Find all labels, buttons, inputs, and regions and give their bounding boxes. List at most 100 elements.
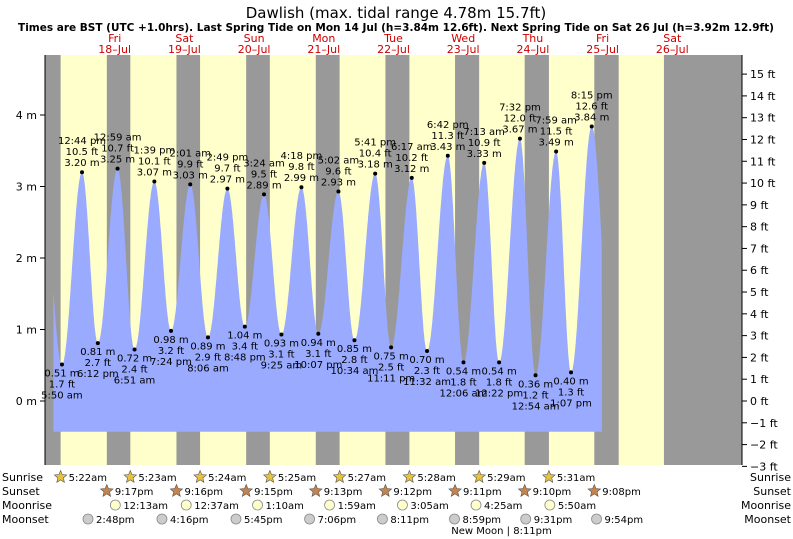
day-name: Fri — [596, 32, 609, 45]
plot-area — [45, 55, 742, 465]
moonset-time: 9:31pm — [534, 515, 573, 526]
day-name: Thu — [522, 32, 544, 45]
low-tide-feet: 2.4 ft — [121, 365, 147, 376]
moonset-time: 5:45pm — [244, 515, 283, 526]
moonset-time: 2:48pm — [96, 515, 135, 526]
axes: 0 m 1 m 2 m 3 m 4 m −3 ft −2 ft −1 ft 0 ft 1 ft 2 … — [16, 55, 778, 473]
low-tide-marker — [497, 360, 502, 365]
high-tide-marker — [373, 171, 378, 176]
moonrise-icon — [544, 499, 556, 511]
high-tide-time: 2:49 pm — [207, 153, 249, 164]
day-date: 25–Jul — [586, 43, 619, 56]
high-tide-time: 4:18 pm — [281, 151, 323, 162]
sunrise-icon — [262, 469, 277, 483]
low-tide-feet: 2.8 ft — [341, 355, 367, 366]
daylight-band — [618, 55, 664, 465]
left-tick-label: 0 m — [16, 395, 37, 408]
day-date: 24–Jul — [517, 43, 550, 56]
high-tide-feet: 10.5 ft — [66, 147, 99, 158]
high-tide-time: 7:32 pm — [499, 103, 541, 114]
low-tide-time: 1:07 pm — [550, 398, 592, 409]
moonset-icon — [230, 513, 242, 525]
sunrise-icon — [332, 469, 347, 483]
right-tick-label: 8 ft — [750, 221, 769, 234]
sunrise-icon — [472, 469, 487, 483]
moonset-icon — [156, 513, 168, 525]
low-tide-marker — [352, 338, 357, 343]
high-tide-marker — [80, 170, 85, 175]
high-tide-feet: 11.3 ft — [431, 131, 464, 142]
high-tide-time: 7:59 am — [535, 115, 577, 126]
low-tide-time: 6:51 am — [114, 376, 156, 387]
right-tick-label: 12 ft — [750, 133, 776, 146]
moonrise-icon — [252, 499, 263, 511]
low-tide-metres: 0.36 m — [518, 379, 553, 390]
low-tide-time: 9:25 am — [261, 361, 303, 372]
sunset-icon — [308, 483, 323, 497]
sunrise-time: 5:24am — [208, 473, 246, 484]
legend-row-label-right: Sunrise — [750, 471, 791, 484]
right-tick-label: 14 ft — [750, 90, 776, 103]
sunset-time: 9:10pm — [533, 487, 572, 498]
tide-area — [53, 126, 602, 432]
high-tide-feet: 10.9 ft — [468, 138, 501, 149]
high-tide-metres: 2.99 m — [284, 173, 319, 184]
low-tide-feet: 1.8 ft — [450, 377, 476, 388]
high-tide-metres: 2.89 m — [246, 180, 281, 191]
right-tick-label: 5 ft — [750, 286, 769, 299]
high-tide-metres: 3.07 m — [137, 167, 172, 178]
sunrise-time: 5:23am — [138, 473, 176, 484]
high-tide-metres: 3.67 m — [502, 125, 537, 136]
high-tide-feet: 9.7 ft — [214, 164, 240, 175]
moonset-icon — [304, 513, 315, 525]
low-tide-marker — [132, 347, 137, 352]
moonrise-icon — [470, 499, 482, 511]
legend-row-label-right: Sunset — [753, 485, 791, 498]
sunrise-time: 5:31am — [557, 473, 595, 484]
high-tide-time: 6:17 am — [391, 142, 433, 153]
high-tide-metres: 3.03 m — [173, 170, 208, 181]
right-tick-label: 13 ft — [750, 112, 776, 125]
low-tide-feet: 3.1 ft — [305, 349, 331, 360]
low-tide-feet: 1.8 ft — [486, 377, 512, 388]
low-tide-feet: 2.5 ft — [378, 362, 404, 373]
high-tide-time: 6:42 pm — [427, 120, 469, 131]
high-tide-feet: 10.4 ft — [359, 149, 392, 160]
legend-row-label-left: Sunrise — [2, 471, 43, 484]
sunrise-time: 5:29am — [487, 473, 525, 484]
low-tide-feet: 2.7 ft — [85, 358, 111, 369]
high-tide-feet: 10.1 ft — [138, 156, 171, 167]
low-tide-marker — [242, 324, 247, 329]
moonset-time: 8:11pm — [390, 515, 429, 526]
moonset-time: 8:59pm — [462, 515, 501, 526]
low-tide-feet: 3.2 ft — [158, 346, 184, 357]
low-tide-time: 11:11 pm — [367, 373, 415, 384]
sunrise-icon — [402, 469, 417, 483]
low-tide-marker — [205, 335, 210, 340]
high-tide-metres: 3.18 m — [358, 160, 393, 171]
sunset-icon — [587, 483, 602, 497]
right-tick-label: 2 ft — [750, 351, 769, 364]
low-tide-marker — [461, 360, 466, 365]
high-tide-feet: 11.5 ft — [540, 126, 573, 137]
day-date: 26–Jul — [656, 43, 689, 56]
low-tide-metres: 0.54 m — [446, 366, 481, 377]
legend-row-label-left: Moonrise — [2, 499, 52, 512]
moonset-icon — [377, 513, 388, 525]
moonrise-icon — [109, 499, 121, 511]
moonset-icon — [82, 513, 94, 525]
low-tide-feet: 1.3 ft — [558, 387, 584, 398]
day-name: Fri — [108, 32, 121, 45]
high-tide-marker — [554, 149, 559, 154]
right-tick-label: 15 ft — [750, 68, 776, 81]
sunset-time: 9:11pm — [463, 487, 502, 498]
left-tick-label: 2 m — [16, 252, 37, 265]
low-tide-marker — [425, 348, 430, 353]
moonset-icon — [449, 513, 460, 525]
moonrise-time: 4:25am — [484, 501, 522, 512]
left-tick-label: 4 m — [16, 109, 37, 122]
moon-phase: New Moon | 8:11pm — [451, 526, 551, 537]
high-tide-marker — [517, 136, 522, 141]
high-tide-time: 5:41 pm — [354, 138, 396, 149]
low-tide-marker — [533, 373, 538, 378]
